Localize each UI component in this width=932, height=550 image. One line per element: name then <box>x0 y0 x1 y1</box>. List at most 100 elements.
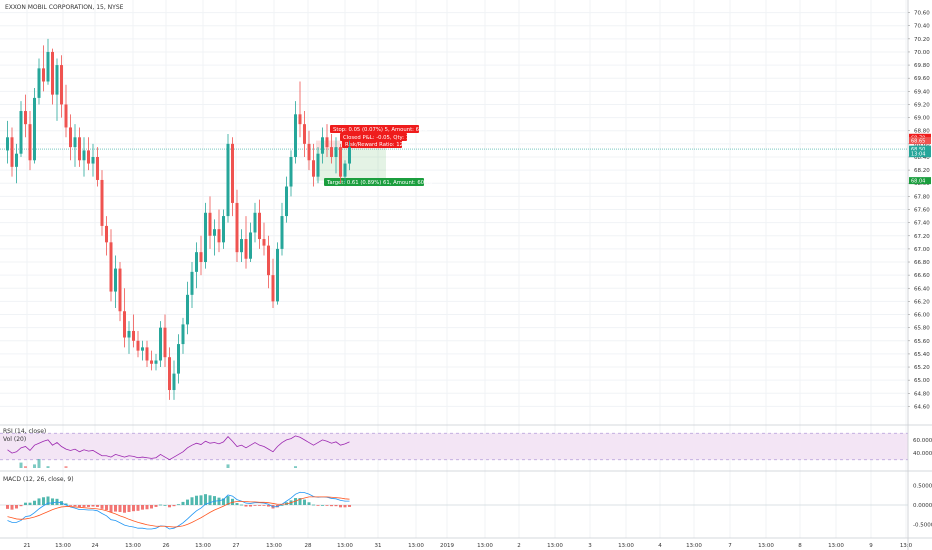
candle-body <box>262 239 266 246</box>
candle-body <box>28 124 32 161</box>
candle-body <box>37 68 41 98</box>
macd-histogram-bar <box>78 505 81 508</box>
candle-body <box>298 114 302 125</box>
macd-histogram-bar <box>213 496 216 505</box>
closed-label-bg <box>340 133 407 141</box>
price-tick-label: 66.00 <box>914 313 930 319</box>
price-tag-label: 68.04 <box>911 179 925 185</box>
signal-line <box>7 496 350 528</box>
price-tick-label: 67.40 <box>914 221 930 227</box>
macd-histogram-bar <box>150 505 153 509</box>
price-tick-label: 68.00 <box>914 181 930 187</box>
macd-histogram-bar <box>172 505 176 507</box>
volume-bar <box>37 459 41 468</box>
candlestick-series <box>6 38 351 400</box>
volume-bar <box>226 464 230 468</box>
time-tick-label: 8 <box>798 543 802 549</box>
candle-body <box>280 216 284 249</box>
time-tick-label: 24 <box>92 543 99 549</box>
macd-histogram-bar <box>267 505 270 507</box>
macd-histogram-bar <box>258 505 261 506</box>
time-tick-label: 28 <box>305 543 312 549</box>
macd-histogram-bar <box>73 505 77 507</box>
macd-histogram-bar <box>132 505 135 512</box>
volume-bar <box>24 466 27 468</box>
candle-body <box>217 229 221 243</box>
macd-histogram-bar <box>312 504 315 506</box>
macd-histogram-bar <box>42 497 45 505</box>
time-axis[interactable]: 21 13:00 24 13:00 26 13:00 27 13:00 28 13:00 31 13:… <box>24 543 913 549</box>
candle-body <box>181 324 185 345</box>
candle-body <box>105 225 108 243</box>
candle-body <box>159 327 162 361</box>
macd-tick-label: 0.5000 <box>913 484 932 490</box>
candle-body <box>325 137 329 148</box>
price-tick-label: 66.60 <box>914 273 930 279</box>
macd-histogram-bar <box>186 499 189 505</box>
closed-label: Closed P&L: -0.05, Qty: 16 <box>343 135 413 141</box>
price-tick-label: 68.40 <box>914 155 930 161</box>
candle-body <box>118 268 122 312</box>
candle-body <box>141 347 144 351</box>
candle-body <box>253 212 257 233</box>
candle-body <box>168 357 171 391</box>
candle-body <box>267 245 270 276</box>
price-axis[interactable]: 70.60 70.40 70.20 70.00 69.80 69.60 69.40 69.20… <box>908 11 932 529</box>
macd-histogram-bar <box>51 498 54 505</box>
macd-histogram-bar <box>307 502 311 505</box>
candle-body <box>244 239 248 259</box>
macd-histogram-bar <box>82 505 86 507</box>
time-tick-label: 2019 <box>440 543 454 549</box>
candle-body <box>316 153 320 177</box>
macd-histogram-bar <box>100 505 104 509</box>
price-tick-label: 64.60 <box>914 404 930 410</box>
macd-histogram-bar <box>325 505 329 506</box>
candle-body <box>42 68 45 82</box>
macd-histogram-bar <box>348 505 351 507</box>
macd-histogram-bar <box>46 496 50 505</box>
rsi-series <box>7 435 350 461</box>
macd-histogram-bar <box>145 505 149 510</box>
macd-histogram-bar <box>6 505 9 509</box>
macd-histogram-bar <box>136 505 140 511</box>
candle-body <box>240 239 243 253</box>
candle-body <box>208 212 212 236</box>
macd-tick-label: 0.0000 <box>913 503 932 509</box>
candle-body <box>46 51 50 82</box>
macd-histogram-bar <box>127 505 131 512</box>
time-tick-label: 13:00 <box>337 543 353 549</box>
time-tick-label: 31 <box>375 543 382 549</box>
candle-body <box>19 111 23 154</box>
time-tick-label: 13:00 <box>618 543 634 549</box>
price-tick-label: 68.60 <box>914 142 930 148</box>
position-tool[interactable]: Stop: 0.05 (0.07%) 5, Amount: 60.3 Closed… <box>316 125 433 186</box>
macd-histogram-bar <box>316 505 320 506</box>
macd-histogram-bar <box>28 502 32 505</box>
price-tag <box>909 145 931 153</box>
candle-body <box>271 275 275 302</box>
price-tag <box>909 150 931 158</box>
time-tick-label: 21 <box>24 543 31 549</box>
candle-body <box>195 252 198 272</box>
candle-body <box>69 127 72 148</box>
macd-histogram-bar <box>262 505 266 506</box>
candle-body <box>73 137 77 148</box>
candle-body <box>6 137 9 151</box>
candle-body <box>235 202 239 253</box>
candle-body <box>312 160 315 177</box>
price-tag <box>909 137 931 145</box>
time-tick-label: 13:00 <box>125 543 141 549</box>
macd-histogram-bar <box>159 504 162 506</box>
price-tag-label: 13:04 <box>911 152 925 158</box>
time-tick-label: 7 <box>728 543 732 549</box>
candle-body <box>60 65 63 105</box>
time-tick-label: 2 <box>517 543 521 549</box>
candle-body <box>258 212 261 240</box>
volume-bar <box>64 466 68 468</box>
macd-histogram-bar <box>168 505 171 508</box>
price-tag-label: 68.65 <box>911 139 925 145</box>
candle-body <box>109 242 113 292</box>
time-tick-label: 13:00 <box>195 543 211 549</box>
candle-body <box>231 143 234 203</box>
